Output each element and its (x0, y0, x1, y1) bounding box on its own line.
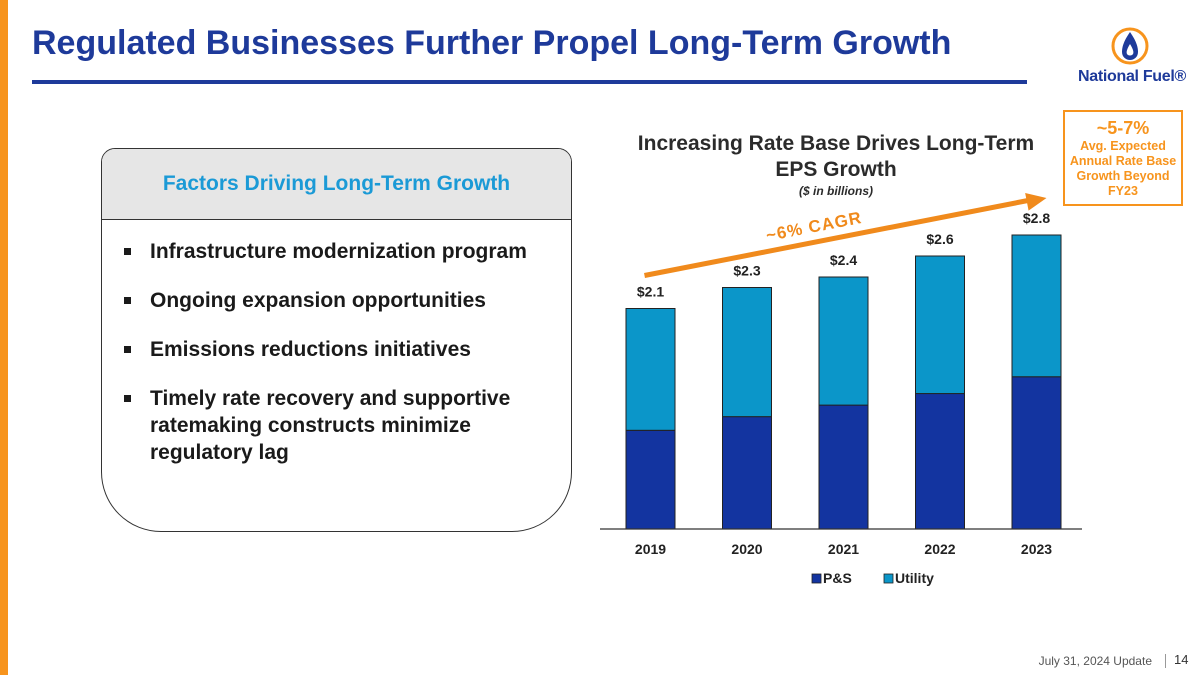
bar-utility-2022 (915, 255, 965, 395)
square-bullet-icon (124, 297, 131, 304)
data-label-2023: $2.8 (1023, 210, 1050, 226)
bar-utility-2019 (625, 308, 676, 431)
x-tick-label-2021: 2021 (828, 541, 859, 557)
page-number: 14 (1174, 652, 1189, 667)
legend-label-ps: P&S (823, 570, 852, 586)
bar-ps-2022 (915, 393, 965, 530)
factors-panel: Factors Driving Long-Term Growth Infrast… (101, 148, 572, 532)
callout-body: Avg. Expected Annual Rate Base Growth Be… (1069, 139, 1177, 198)
square-bullet-icon (124, 395, 131, 402)
list-item: Infrastructure modernization program (120, 238, 561, 265)
bar-ps-2023 (1011, 376, 1062, 530)
data-label-2022: $2.6 (926, 231, 953, 247)
bar-ps-2020 (722, 416, 772, 530)
x-tick-label-2020: 2020 (731, 541, 762, 557)
list-item-text: Timely rate recovery and supportive rate… (150, 387, 511, 464)
bar-ps-2021 (818, 404, 869, 530)
x-tick-label-2022: 2022 (924, 541, 955, 557)
accent-stripe (0, 0, 8, 675)
bar-utility-2020 (722, 287, 772, 418)
cagr-annotation: ~6% CAGR (764, 208, 863, 245)
x-tick-label-2023: 2023 (1021, 541, 1052, 557)
footer-divider (1165, 654, 1166, 668)
list-item: Timely rate recovery and supportive rate… (120, 385, 561, 466)
list-item: Ongoing expansion opportunities (120, 287, 561, 314)
footer-date: July 31, 2024 Update (1038, 654, 1152, 668)
chart-subtitle: ($ in billions) (799, 184, 873, 198)
list-item-text: Ongoing expansion opportunities (150, 289, 486, 312)
chart-title: Increasing Rate Base Drives Long-Term EP… (637, 132, 1035, 181)
flame-drop-icon (1111, 27, 1149, 65)
callout-headline: ~5-7% (1096, 118, 1150, 138)
growth-callout: ~5-7% Avg. Expected Annual Rate Base Gro… (1063, 110, 1183, 206)
legend-swatch-ps (811, 573, 822, 584)
legend-swatch-utility (883, 573, 894, 584)
bar-utility-2023 (1011, 234, 1062, 378)
bar-utility-2021 (818, 276, 869, 406)
data-label-2019: $2.1 (637, 284, 664, 300)
list-item-text: Emissions reductions initiatives (150, 338, 471, 361)
cagr-arrow-line (644, 197, 1031, 278)
bar-ps-2019 (625, 429, 676, 530)
title-divider (32, 80, 1027, 84)
legend-label-utility: Utility (895, 570, 934, 586)
cagr-arrow-head (1025, 192, 1047, 211)
square-bullet-icon (124, 248, 131, 255)
page-title: Regulated Businesses Further Propel Long… (32, 24, 952, 62)
factors-header: Factors Driving Long-Term Growth (102, 149, 571, 220)
x-tick-label-2019: 2019 (635, 541, 666, 557)
company-logo: National Fuel® (1070, 24, 1190, 94)
list-item-text: Infrastructure modernization program (150, 240, 527, 263)
data-label-2020: $2.3 (733, 263, 760, 279)
logo-wordmark: National Fuel® (1077, 68, 1187, 85)
square-bullet-icon (124, 346, 131, 353)
list-item: Emissions reductions initiatives (120, 336, 561, 363)
data-label-2021: $2.4 (830, 252, 857, 268)
factors-list: Infrastructure modernization program Ong… (102, 220, 571, 466)
